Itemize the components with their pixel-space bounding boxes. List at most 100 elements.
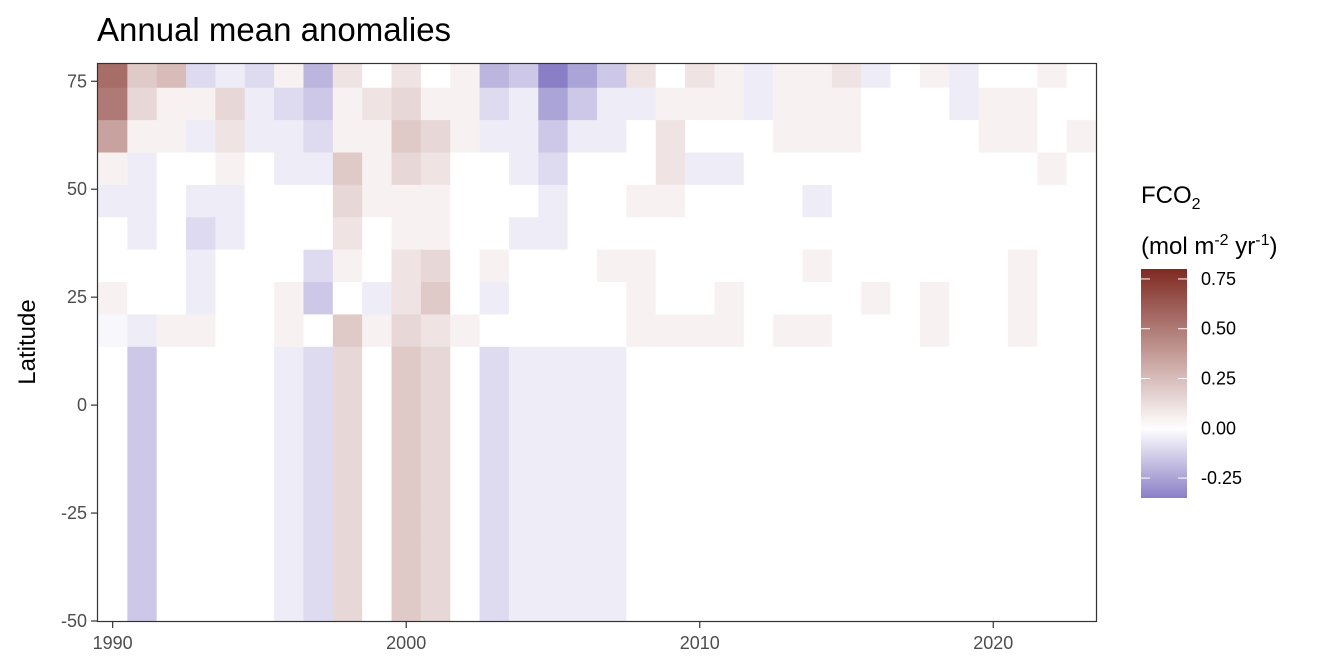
heatmap-cell <box>244 184 275 218</box>
heatmap-cell <box>420 599 451 622</box>
heatmap-cell <box>127 599 158 622</box>
heatmap-cell <box>479 217 510 251</box>
heatmap-cell <box>1066 538 1097 572</box>
heatmap-cell <box>773 184 804 218</box>
heatmap-cell <box>567 249 598 283</box>
heatmap-cell <box>450 599 481 622</box>
heatmap-cell <box>685 379 716 413</box>
heatmap-cell <box>538 474 569 508</box>
heatmap-cell <box>861 87 892 121</box>
heatmap-cell <box>1007 506 1038 540</box>
heatmap-cell <box>831 120 862 154</box>
legend-tick-label: 0.25 <box>1201 369 1236 389</box>
heatmap-cell <box>831 282 862 316</box>
heatmap-cell <box>861 538 892 572</box>
heatmap-cell <box>362 506 393 540</box>
heatmap-cell <box>391 538 422 572</box>
heatmap-cell <box>479 87 510 121</box>
heatmap-cell <box>773 411 804 443</box>
heatmap-cell <box>1037 87 1068 121</box>
heatmap-cell <box>597 599 627 622</box>
heatmap-cell <box>362 571 393 601</box>
heatmap-cell <box>156 120 187 154</box>
heatmap-cell <box>244 346 275 380</box>
heatmap-cell <box>508 282 539 316</box>
heatmap-cell <box>597 538 627 572</box>
heatmap-cell <box>1007 441 1038 475</box>
heatmap-cell <box>567 346 598 380</box>
heatmap-cell <box>538 346 569 380</box>
legend-tick-label: 0.75 <box>1201 269 1236 289</box>
heatmap-cell <box>685 87 716 121</box>
heatmap-cell <box>450 441 481 475</box>
heatmap-cell <box>127 474 158 508</box>
heatmap-cell <box>626 120 657 154</box>
heatmap-cell <box>215 282 246 316</box>
heatmap-cell <box>98 599 128 622</box>
heatmap-cell <box>890 571 921 601</box>
heatmap-cell <box>127 120 158 154</box>
y-tick-label: 0 <box>77 395 87 415</box>
heatmap-cell <box>978 346 1009 380</box>
heatmap-cell <box>685 346 716 380</box>
heatmap-cell <box>391 474 422 508</box>
x-tick-label: 2020 <box>973 633 1013 653</box>
heatmap-cell <box>919 506 950 540</box>
heatmap-cell <box>743 411 774 443</box>
heatmap-cell <box>127 411 158 443</box>
heatmap-cell <box>244 571 275 601</box>
heatmap-cell <box>274 217 305 251</box>
heatmap-cell <box>127 217 158 251</box>
heatmap-cell <box>508 379 539 413</box>
y-tick-label: 75 <box>67 71 87 91</box>
heatmap-cell <box>949 64 980 89</box>
heatmap-cell <box>244 152 275 186</box>
heatmap-cell <box>567 506 598 540</box>
heatmap-cell <box>274 64 305 89</box>
heatmap-cell <box>1066 64 1097 89</box>
heatmap-cell <box>479 282 510 316</box>
chart-title: Annual mean anomalies <box>97 11 452 48</box>
heatmap-cell <box>538 87 569 121</box>
heatmap-cell <box>186 441 217 475</box>
heatmap-cell <box>919 120 950 154</box>
heatmap-cell <box>303 120 334 154</box>
heatmap-cell <box>303 249 334 283</box>
heatmap-cell <box>450 217 481 251</box>
heatmap-cell <box>332 379 363 413</box>
heatmap-cell <box>362 441 393 475</box>
heatmap-cell <box>244 282 275 316</box>
heatmap-cell <box>508 87 539 121</box>
heatmap-cell <box>919 474 950 508</box>
heatmap-cell <box>685 411 716 443</box>
legend-units-mid: yr <box>1228 233 1256 260</box>
heatmap-cell <box>156 346 187 380</box>
heatmap-cell <box>538 538 569 572</box>
heatmap-cell <box>156 538 187 572</box>
heatmap-cell <box>244 599 275 622</box>
heatmap-cell <box>127 249 158 283</box>
heatmap-cell <box>890 249 921 283</box>
heatmap-cell <box>773 64 804 89</box>
heatmap-cell <box>1066 571 1097 601</box>
heatmap-cell <box>186 379 217 413</box>
heatmap-cell <box>274 152 305 186</box>
heatmap-cell <box>890 346 921 380</box>
heatmap-cell <box>1066 506 1097 540</box>
heatmap-cell <box>685 184 716 218</box>
heatmap-cell <box>890 599 921 622</box>
heatmap-cell <box>1007 346 1038 380</box>
heatmap-cell <box>655 346 686 380</box>
heatmap-cell <box>1037 282 1068 316</box>
heatmap-cell <box>538 152 569 186</box>
heatmap-cell <box>332 411 363 443</box>
heatmap-cell <box>186 538 217 572</box>
heatmap-cell <box>802 64 833 89</box>
heatmap-cell <box>450 87 481 121</box>
heatmap-cell <box>861 474 892 508</box>
heatmap-cell <box>479 120 510 154</box>
heatmap-cell <box>508 120 539 154</box>
heatmap-cell <box>186 64 217 89</box>
heatmap-cell <box>332 314 363 348</box>
